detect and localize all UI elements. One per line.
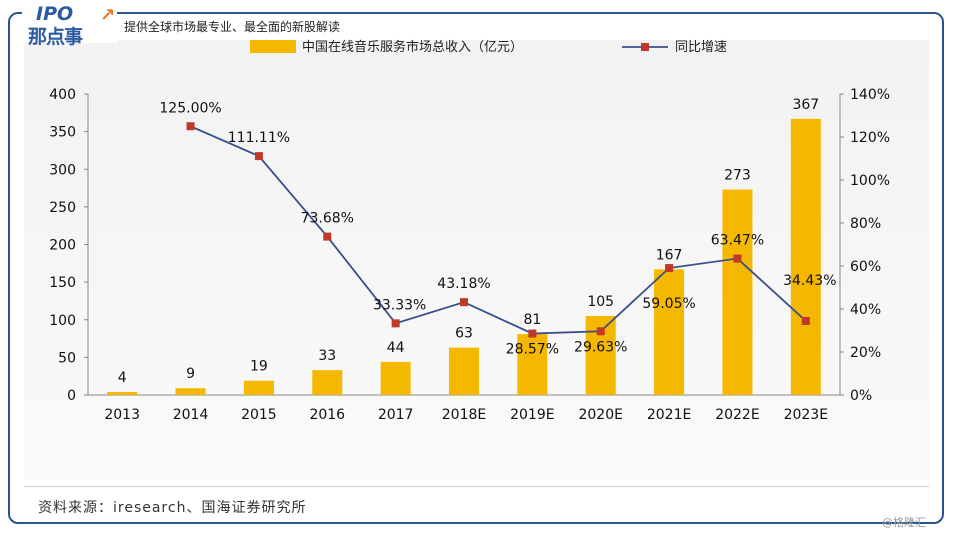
legend-label-bar: 中国在线音乐服务市场总收入（亿元）: [302, 39, 523, 55]
bar-value-label: 105: [587, 294, 614, 310]
x-tick-label: 2022E: [715, 407, 759, 423]
x-axis: 2013 2014 2015 2016 2017 2018E 2019E 2020E 2021E…: [88, 394, 840, 423]
line-value-label: 59.05%: [642, 296, 695, 312]
legend-label-line: 同比增速: [675, 40, 727, 55]
x-tick-label: 2017: [378, 407, 414, 423]
line-point: [254, 152, 263, 161]
x-tick-label: 2015: [241, 407, 277, 423]
y-left-tick-label: 100: [49, 313, 76, 329]
x-tick-label: 2013: [104, 407, 140, 423]
source-note: 资料来源：iresearch、国海证券研究所: [38, 500, 307, 516]
bar-value-label: 44: [387, 340, 405, 356]
y-left-tick-label: 250: [49, 200, 76, 216]
watermark: @格隆汇: [882, 516, 926, 529]
line-value-label: 34.43%: [783, 273, 836, 289]
line-point: [323, 232, 332, 241]
bar: [654, 269, 685, 395]
line-point: [596, 327, 605, 336]
y-axis-left: 0 50 100 150 200 250 300 350 400: [49, 87, 89, 404]
bar-value-label: 4: [118, 370, 127, 386]
line-value-label: 28.57%: [506, 342, 559, 358]
y-left-tick-label: 200: [49, 238, 76, 254]
bar: [722, 189, 753, 395]
y-right-tick-label: 100%: [850, 173, 890, 189]
x-tick-label: 2021E: [647, 407, 691, 423]
line-point: [528, 329, 537, 338]
bar-value-label: 167: [656, 247, 683, 263]
logo-text-ipo: IPO: [36, 3, 74, 25]
bar: [107, 391, 138, 395]
x-tick-label: 2019E: [510, 407, 554, 423]
line-point: [801, 316, 810, 325]
x-tick-label: 2018E: [442, 407, 486, 423]
x-tick-label: 2014: [173, 407, 209, 423]
line-point: [733, 254, 742, 263]
x-tick-label: 2023E: [784, 407, 828, 423]
line-value-label: 33.33%: [373, 297, 426, 313]
bar-value-label: 367: [792, 97, 819, 113]
tagline: 提供全球市场最专业、最全面的新股解读: [124, 20, 341, 34]
bar: [380, 361, 411, 395]
line-point: [460, 298, 468, 307]
legend-swatch-marker: [641, 43, 649, 51]
x-tick-label: 2016: [309, 407, 345, 423]
line-value-label: 43.18%: [437, 276, 490, 292]
line-point: [391, 319, 400, 328]
y-right-tick-label: 120%: [850, 130, 890, 146]
data-labels: 4 9 19 33 44 63 81 105 167 273 367 125.00% 111.11% 73…: [118, 97, 837, 386]
legend-swatch-bar: [250, 40, 296, 53]
y-left-tick-label: 400: [49, 87, 76, 103]
y-right-tick-label: 20%: [850, 345, 881, 361]
bar: [243, 380, 274, 395]
y-right-tick-label: 140%: [850, 87, 890, 103]
line-point: [186, 122, 195, 131]
footer-divider: [24, 486, 929, 487]
line-point: [665, 264, 674, 273]
y-left-tick-label: 50: [58, 350, 76, 366]
line-value-label: 73.68%: [301, 211, 354, 227]
bar-value-label: 33: [318, 348, 336, 364]
bar-value-label: 81: [523, 312, 541, 328]
line-value-label: 63.47%: [711, 233, 764, 249]
y-left-tick-label: 0: [67, 388, 76, 404]
bar-value-label: 273: [724, 168, 751, 184]
line-value-label: 111.11%: [228, 130, 290, 146]
growth-line-series: [186, 122, 810, 338]
logo-arrow-icon: ↗: [100, 5, 116, 26]
bar: [175, 388, 206, 395]
line-value-label: 125.00%: [159, 100, 221, 116]
ipo-logo: IPO ↗ 那点事: [22, 3, 117, 48]
growth-line: [190, 125, 807, 335]
bar: [517, 334, 548, 395]
legend: 中国在线音乐服务市场总收入（亿元） 同比增速: [250, 39, 727, 55]
y-left-tick-label: 150: [49, 275, 76, 291]
bar-series: [107, 118, 821, 396]
y-left-tick-label: 300: [49, 162, 76, 178]
bar: [312, 370, 343, 395]
line-value-label: 29.63%: [574, 339, 627, 355]
chart-background: [24, 40, 929, 480]
y-right-tick-label: 80%: [850, 216, 881, 232]
bar-value-label: 9: [186, 366, 195, 382]
y-right-tick-label: 40%: [850, 302, 881, 318]
bar-value-label: 63: [455, 326, 473, 342]
y-axis-right: 0% 20% 40% 60% 80% 100% 120% 140%: [839, 87, 890, 404]
bar: [449, 347, 479, 395]
x-tick-label: 2020E: [578, 407, 622, 423]
logo-text-cn: 那点事: [28, 26, 83, 48]
y-left-tick-label: 350: [49, 125, 76, 141]
y-right-tick-label: 0%: [850, 388, 872, 404]
y-right-tick-label: 60%: [850, 259, 881, 275]
bar: [790, 118, 821, 396]
bar-value-label: 19: [250, 359, 268, 375]
